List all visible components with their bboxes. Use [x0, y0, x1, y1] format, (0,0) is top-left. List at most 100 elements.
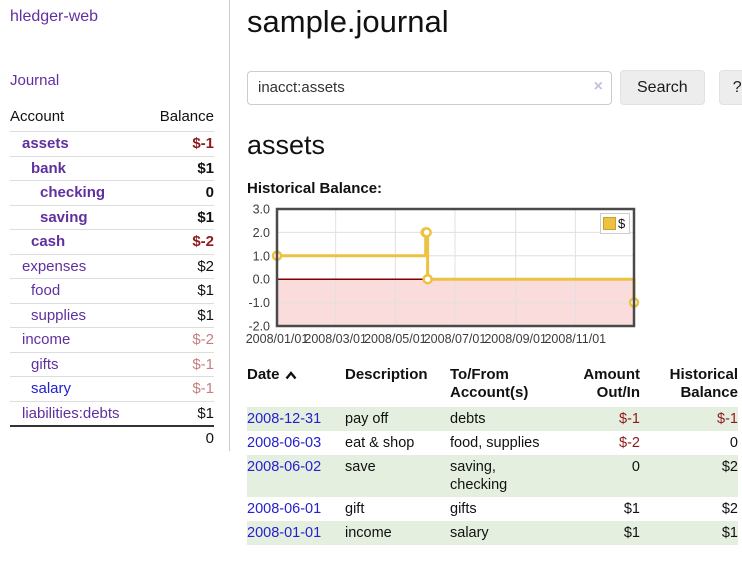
register-header-date[interactable]: Date: [247, 363, 345, 407]
account-link[interactable]: checking: [40, 184, 106, 201]
account-row: salary $-1: [10, 376, 214, 402]
register-balance: 0: [729, 435, 738, 451]
account-balance: $-1: [146, 131, 214, 157]
account-link[interactable]: assets: [22, 135, 69, 152]
svg-text:0.0: 0.0: [253, 273, 270, 287]
account-balance: $-1: [146, 376, 214, 402]
register-balance: $2: [721, 459, 738, 475]
register-balance: $1: [721, 525, 738, 541]
register-row: 2008-06-03 eat & shop food, supplies $-2 0: [247, 431, 738, 455]
account-row: food $1: [10, 278, 214, 304]
register-date-link[interactable]: 2008-06-02: [247, 459, 322, 475]
register-header-amount: Amount Out/In: [583, 366, 640, 401]
register-accounts: gifts: [450, 501, 477, 517]
search-form: × Search ?: [247, 70, 742, 105]
nav-journal-link[interactable]: Journal: [10, 72, 60, 89]
svg-text:2008/11/01: 2008/11/01: [544, 332, 606, 346]
legend-swatch-icon: [603, 217, 616, 230]
help-button[interactable]: ?: [718, 70, 742, 105]
account-balance: 0: [146, 180, 214, 206]
account-balance: $-2: [146, 327, 214, 353]
register-description: pay off: [345, 411, 389, 427]
register-header-description: Description: [345, 366, 428, 383]
svg-text:2008/09/01: 2008/09/01: [484, 332, 547, 346]
register-date-link[interactable]: 2008-06-03: [247, 435, 322, 451]
register-balance: $2: [721, 501, 738, 517]
register-header-balance: Historical Balance: [669, 366, 738, 401]
register-accounts: food, supplies: [450, 435, 540, 451]
sidebar: hledger-web Journal Account Balance asse…: [0, 0, 230, 451]
register-description: eat & shop: [345, 435, 415, 451]
register-header-date-label: Date: [247, 366, 280, 383]
page-title: sample.journal: [247, 4, 449, 39]
register-description: income: [345, 525, 392, 541]
account-balance: $-2: [146, 229, 214, 255]
account-link[interactable]: cash: [31, 233, 66, 250]
svg-text:1.0: 1.0: [253, 249, 270, 263]
account-row: saving $1: [10, 205, 214, 230]
search-input[interactable]: [247, 70, 612, 105]
account-link[interactable]: supplies: [31, 306, 87, 324]
account-row: gifts $-1: [10, 352, 214, 377]
clear-search-icon[interactable]: ×: [593, 77, 603, 95]
chart-title: Historical Balance:: [247, 180, 383, 197]
svg-text:2008/07/01: 2008/07/01: [424, 332, 487, 346]
main-content: sample.journal × Search ? assets Histori…: [230, 0, 742, 545]
register-description: save: [345, 459, 376, 475]
register-amount: $-2: [619, 435, 640, 451]
account-balance: $1: [146, 303, 214, 328]
search-button[interactable]: Search: [620, 70, 705, 105]
svg-text:-2.0: -2.0: [248, 320, 270, 334]
legend-label: $: [618, 216, 626, 231]
register-row: 2008-06-02 save saving, checking 0 $2: [247, 455, 738, 497]
sort-ascending-icon[interactable]: [285, 371, 297, 380]
accounts-table: Account Balance assets $-1 bank $1 checking 0…: [10, 104, 214, 451]
account-row: expenses $2: [10, 254, 214, 279]
register-amount: 0: [631, 459, 640, 475]
account-row: supplies $1: [10, 303, 214, 328]
account-link[interactable]: liabilities:debts: [22, 404, 120, 422]
account-balance: $1: [146, 205, 214, 230]
register-date-link[interactable]: 2008-06-01: [247, 501, 322, 517]
register-header-row: Date Description To/From Account(s) Amou…: [247, 363, 738, 407]
register-row: 2008-06-01 gift gifts $1 $2: [247, 497, 738, 521]
account-row: checking 0: [10, 180, 214, 206]
app-title-link[interactable]: hledger-web: [10, 8, 99, 25]
page: hledger-web Journal Account Balance asse…: [0, 0, 742, 545]
balance-chart-svg: 3.0 2.0 1.0 0.0 -1.0 -2.02008/01/012008/03/01…: [246, 203, 640, 346]
register-balance: $-1: [717, 411, 738, 427]
accounts-header-balance: Balance: [146, 104, 214, 132]
register-date-link[interactable]: 2008-01-01: [247, 525, 322, 541]
svg-text:3.0: 3.0: [253, 203, 270, 217]
account-link[interactable]: expenses: [22, 257, 87, 275]
svg-text:2.0: 2.0: [253, 226, 270, 240]
accounts-total-row: 0: [10, 425, 214, 451]
register-description: gift: [345, 501, 365, 517]
account-link[interactable]: income: [22, 331, 71, 348]
account-link[interactable]: salary: [31, 380, 72, 397]
register-amount: $1: [623, 501, 640, 517]
account-row: income $-2: [10, 327, 214, 353]
register-table-body: 2008-12-31 pay off debts $-1 $-1 2008-06-03 ea…: [247, 407, 738, 545]
register-row: 2008-12-31 pay off debts $-1 $-1: [247, 407, 738, 431]
register-amount: $1: [623, 525, 640, 541]
register-accounts: salary: [450, 525, 489, 541]
account-balance: $1: [146, 156, 214, 181]
account-link[interactable]: gifts: [31, 355, 59, 373]
register-amount: $-1: [619, 411, 640, 427]
historical-balance-chart: 3.0 2.0 1.0 0.0 -1.0 -2.0 2008/01/01 2008/03/01…: [246, 203, 651, 347]
register-table: Date Description To/From Account(s) Amou…: [247, 363, 738, 545]
account-link[interactable]: food: [31, 282, 61, 299]
account-row: bank $1: [10, 156, 214, 181]
register-header-accounts: To/From Account(s): [450, 366, 529, 401]
account-heading: assets: [247, 130, 326, 160]
svg-text:2008/01/01: 2008/01/01: [246, 332, 309, 346]
account-row: liabilities:debts $1: [10, 401, 214, 427]
chart-legend: $: [600, 213, 631, 234]
account-link[interactable]: bank: [31, 159, 67, 177]
account-link[interactable]: saving: [40, 208, 88, 226]
svg-text:2008/05/01: 2008/05/01: [364, 332, 427, 346]
register-date-link[interactable]: 2008-12-31: [247, 411, 322, 427]
account-balance: $2: [146, 254, 214, 279]
account-row: assets $-1: [10, 131, 214, 157]
